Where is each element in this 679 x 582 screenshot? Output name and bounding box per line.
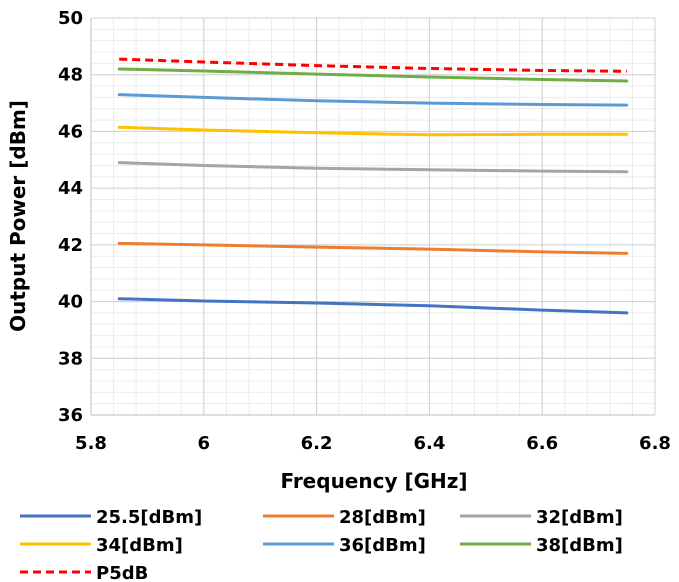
legend-label: P5dB <box>96 563 148 582</box>
series-line <box>117 67 629 83</box>
legend: 25.5[dBm] 28[dBm] 32[dBm] 34[dBm] 36[dBm] 38[… <box>20 507 623 582</box>
y-tick-label: 38 <box>58 348 83 369</box>
legend-label: 25.5[dBm] <box>96 507 202 528</box>
y-axis-label: Output Power [dBm] <box>6 100 30 332</box>
x-tick-label: 6.6 <box>526 433 558 454</box>
y-tick-label: 44 <box>58 178 83 199</box>
series-line <box>117 125 629 137</box>
x-tick-label: 6.4 <box>413 433 445 454</box>
y-tick-label: 50 <box>58 8 83 29</box>
x-tick-label: 6.8 <box>639 433 671 454</box>
x-tick-labels: 5.8 6 6.2 6.4 6.6 6.8 <box>75 433 671 454</box>
series-lines <box>117 57 629 315</box>
legend-label: 38[dBm] <box>536 535 623 556</box>
series-line <box>117 93 629 107</box>
series-line <box>117 297 629 315</box>
series-line <box>119 57 627 73</box>
axes <box>90 18 655 416</box>
legend-label: 32[dBm] <box>536 507 623 528</box>
x-axis-label: Frequency [GHz] <box>280 469 467 493</box>
legend-label: 34[dBm] <box>96 535 183 556</box>
x-tick-label: 6 <box>198 433 211 454</box>
series-line <box>117 241 629 255</box>
y-tick-labels: 36 38 40 42 44 46 48 50 <box>58 8 83 426</box>
y-tick-label: 42 <box>58 235 83 256</box>
y-tick-label: 46 <box>58 121 83 142</box>
grid <box>90 17 656 416</box>
series-line <box>117 161 629 174</box>
legend-label: 36[dBm] <box>339 535 426 556</box>
x-tick-label: 5.8 <box>75 433 107 454</box>
x-tick-label: 6.2 <box>301 433 333 454</box>
y-tick-label: 36 <box>58 405 83 426</box>
legend-label: 28[dBm] <box>339 507 426 528</box>
y-tick-label: 48 <box>58 65 83 86</box>
y-tick-label: 40 <box>58 292 83 313</box>
